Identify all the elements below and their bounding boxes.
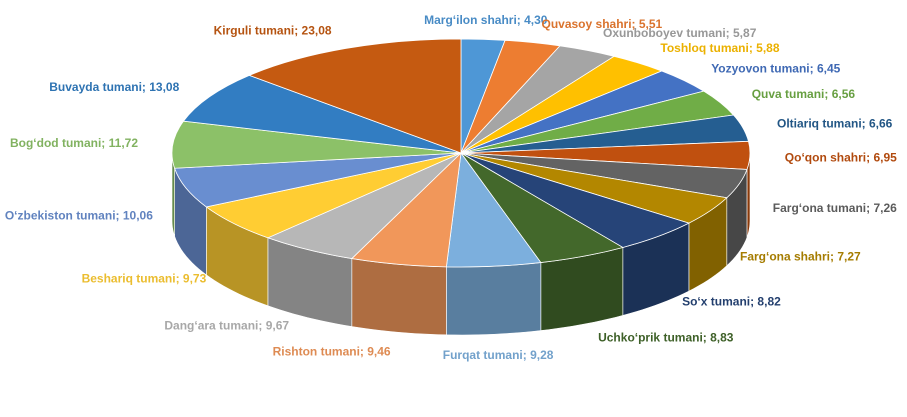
data-label: Quvasoy shahri; 5,51 <box>542 17 663 31</box>
data-label: Furqat tumani; 9,28 <box>443 348 554 362</box>
data-label: Kirguli tumani; 23,08 <box>214 24 332 38</box>
data-label: Buvayda tumani; 13,08 <box>49 80 179 94</box>
data-label: Bog‘dod tumani; 11,72 <box>10 136 138 150</box>
pie-slice <box>248 38 462 154</box>
data-label: Oltiariq tumani; 6,66 <box>777 117 893 131</box>
data-label: Yozyovon tumani; 6,45 <box>711 61 840 75</box>
data-label: Farg‘ona tumani; 7,26 <box>773 201 897 215</box>
data-label: Dang‘ara tumani; 9,67 <box>164 318 289 332</box>
data-label: Toshloq tumani; 5,88 <box>660 41 779 55</box>
pie-slice <box>182 74 462 154</box>
data-label: Uchko‘prik tumani; 8,83 <box>598 330 734 344</box>
data-label: Quva tumani; 6,56 <box>752 87 856 101</box>
data-label: Farg‘ona shahri; 7,27 <box>740 249 861 263</box>
pie-slices <box>171 38 751 268</box>
data-label: Marg‘ilon shahri; 4,30 <box>424 13 548 27</box>
data-label: Beshariq tumani; 9,73 <box>82 272 207 286</box>
data-label: So‘x tumani; 8,82 <box>682 295 781 309</box>
data-label: Qo‘qon shahri; 6,95 <box>785 150 897 164</box>
data-label: O‘zbekiston tumani; 10,06 <box>5 209 153 223</box>
pie-slice <box>171 120 462 169</box>
pie-slice-side <box>446 262 542 336</box>
data-label: Oxunboboyev tumani; 5,87 <box>603 26 757 40</box>
data-label: Rishton tumani; 9,46 <box>273 345 391 359</box>
pie-slice-side <box>351 258 447 336</box>
